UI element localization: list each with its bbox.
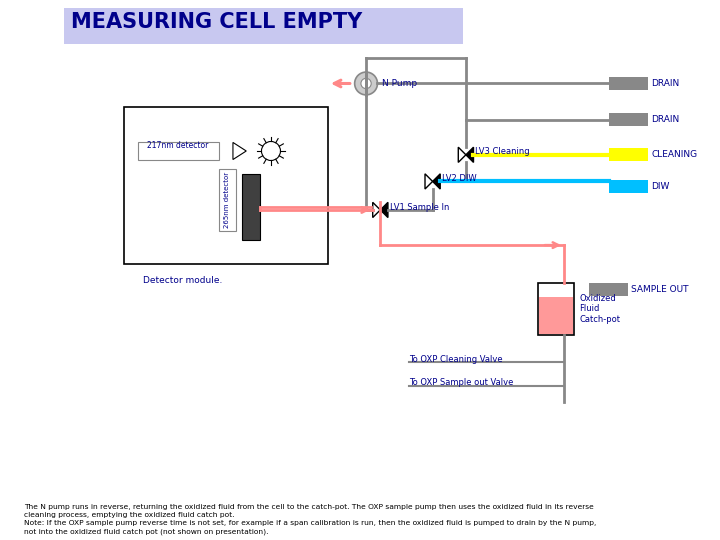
Circle shape: [361, 78, 372, 89]
Polygon shape: [380, 202, 388, 218]
Circle shape: [355, 72, 377, 95]
Bar: [219, 169, 235, 231]
Bar: [538, 283, 575, 335]
Circle shape: [261, 141, 281, 160]
Polygon shape: [233, 143, 246, 159]
Text: DRAIN: DRAIN: [652, 79, 680, 88]
Bar: [608, 113, 649, 126]
Text: DRAIN: DRAIN: [652, 115, 680, 124]
Text: CLEANING: CLEANING: [652, 150, 698, 159]
Text: MEASURING CELL EMPTY: MEASURING CELL EMPTY: [71, 12, 363, 32]
Bar: [63, 8, 463, 44]
Text: N Pump: N Pump: [382, 79, 418, 88]
Text: LV2 DIW: LV2 DIW: [442, 174, 477, 183]
Polygon shape: [466, 147, 474, 163]
Polygon shape: [433, 174, 440, 189]
Bar: [588, 283, 629, 296]
Text: The N pump runs in reverse, returning the oxidized fluid from the cell to the ca: The N pump runs in reverse, returning th…: [24, 504, 596, 535]
Bar: [608, 77, 649, 90]
Text: To OXP Sample out Valve: To OXP Sample out Valve: [409, 379, 513, 388]
Text: Detector module.: Detector module.: [143, 275, 222, 285]
Text: 217nm detector: 217nm detector: [147, 141, 209, 151]
Polygon shape: [373, 202, 380, 218]
Bar: [243, 174, 260, 240]
Polygon shape: [459, 147, 466, 163]
Text: LV1 Sample In: LV1 Sample In: [390, 202, 449, 212]
Text: 265nm detector: 265nm detector: [224, 172, 230, 228]
Text: SAMPLE OUT: SAMPLE OUT: [631, 285, 689, 294]
Bar: [539, 298, 573, 334]
Bar: [608, 179, 649, 193]
Bar: [138, 143, 219, 159]
Bar: [124, 107, 328, 264]
Text: Oxidized
Fluid
Catch-pot: Oxidized Fluid Catch-pot: [579, 294, 620, 323]
Bar: [608, 148, 649, 161]
Polygon shape: [425, 174, 433, 189]
Text: To OXP Cleaning Valve: To OXP Cleaning Valve: [409, 355, 503, 364]
Text: LV3 Cleaning: LV3 Cleaning: [475, 147, 530, 157]
Text: DIW: DIW: [652, 181, 670, 191]
